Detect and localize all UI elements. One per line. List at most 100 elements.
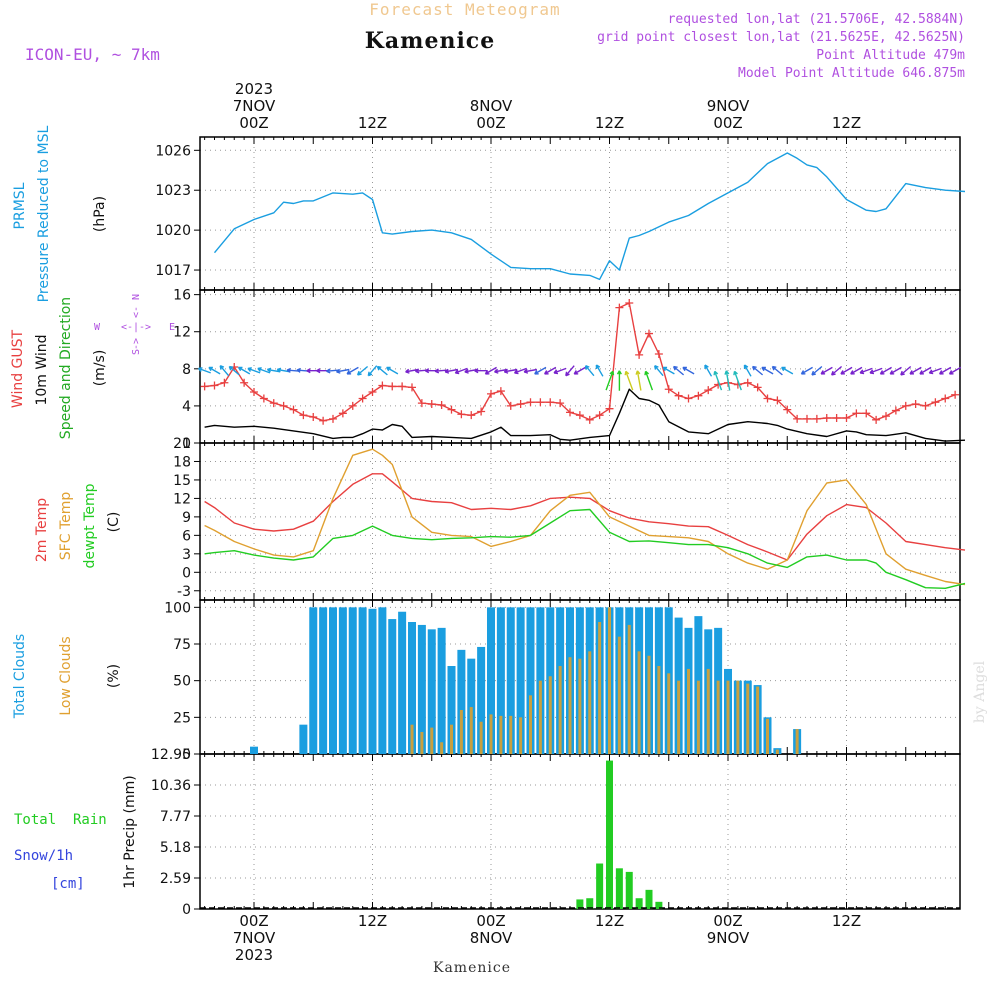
wind-arrow xyxy=(257,367,271,374)
ytick-label: 8 xyxy=(182,362,191,378)
gust-marker xyxy=(368,388,377,396)
wind-arrow xyxy=(494,368,508,374)
wind-arrow xyxy=(219,365,230,377)
total-cloud-bar xyxy=(348,607,357,754)
low-cloud-bar xyxy=(706,668,710,754)
total-cloud-bar xyxy=(398,611,407,754)
gust-marker xyxy=(645,329,653,338)
low-cloud-bar xyxy=(677,680,681,754)
gust-marker xyxy=(269,399,278,408)
gust-marker xyxy=(635,350,644,359)
low-cloud-bar xyxy=(627,624,631,754)
time-label-bottom: 2023 xyxy=(235,946,273,964)
time-label-top: 7NOV xyxy=(233,97,276,115)
gust-marker xyxy=(625,298,634,307)
low-cloud-bar xyxy=(410,724,414,754)
wind-arrow xyxy=(840,366,853,375)
gust-marker xyxy=(467,411,476,420)
rain-bar xyxy=(655,901,663,909)
ytick-label: 16 xyxy=(173,288,191,304)
gust-marker xyxy=(664,385,673,394)
wind-arrow xyxy=(939,366,952,375)
gust-marker xyxy=(546,398,555,407)
precip-rain-label: Total Rain xyxy=(14,812,107,828)
time-label-top: 9NOV xyxy=(707,97,750,115)
gust-marker xyxy=(388,382,397,391)
ytick-label: 12 xyxy=(173,325,191,341)
wind-arrow xyxy=(919,366,932,375)
wind-arrow xyxy=(247,367,261,374)
gust-marker xyxy=(526,398,535,407)
wind-arrow xyxy=(237,366,251,375)
time-label-top: 8NOV xyxy=(470,97,513,115)
total-cloud-bar xyxy=(477,646,486,754)
low-cloud-bar xyxy=(519,717,523,754)
temp-2m-label: 2m Temp xyxy=(34,498,50,562)
ytick-label: 6 xyxy=(182,528,191,544)
gust-marker xyxy=(891,406,900,415)
gust-marker xyxy=(516,400,525,409)
total-cloud-bar xyxy=(417,624,426,754)
wind-arrow xyxy=(859,367,873,375)
wind-arrow xyxy=(228,365,240,376)
total-cloud-bar xyxy=(309,607,318,754)
ytick-label: 2.59 xyxy=(160,871,191,887)
wind-arrow xyxy=(900,365,912,376)
pressure-unit: (hPa) xyxy=(92,196,108,232)
low-cloud-bar xyxy=(558,666,562,754)
low-cloud-bar xyxy=(469,707,473,754)
gust-marker xyxy=(842,413,851,422)
gust-marker xyxy=(477,407,486,416)
gust-marker xyxy=(398,382,407,391)
low-cloud-bar xyxy=(420,732,424,754)
wind-arrow xyxy=(948,366,962,375)
temp-2m-line xyxy=(204,473,966,561)
gust-marker xyxy=(259,394,268,403)
low-cloud-bar xyxy=(637,651,641,754)
total-cloud-bar xyxy=(329,607,337,754)
wind-arrow xyxy=(672,365,685,376)
wind-arrow xyxy=(743,364,752,377)
total-cloud-bar xyxy=(408,622,416,754)
ytick-label: 1020 xyxy=(155,223,191,239)
rain-bar xyxy=(606,760,613,909)
pressure-line xyxy=(213,152,966,281)
temp-sfc-label: SFC Temp xyxy=(58,492,74,561)
ytick-label: 12 xyxy=(173,491,191,507)
wind-arrow xyxy=(346,366,359,375)
time-label-bottom: 7NOV xyxy=(233,929,276,947)
gust-marker xyxy=(773,396,782,405)
wind-arrow xyxy=(336,368,350,374)
low-cloud-bar xyxy=(647,655,651,754)
gust-line xyxy=(204,302,956,422)
total-cloud-bar xyxy=(526,607,535,754)
gust-marker xyxy=(447,405,456,414)
ytick-label: -3 xyxy=(177,584,191,600)
wind-arrow xyxy=(454,367,468,375)
wind-arrow xyxy=(635,370,642,391)
rain-bar xyxy=(635,898,643,909)
low-cloud-bar xyxy=(667,673,671,754)
gust-marker xyxy=(615,303,624,312)
wind-arrow xyxy=(503,368,518,374)
gust-marker xyxy=(684,394,693,403)
gust-marker xyxy=(941,394,950,403)
gust-marker xyxy=(882,412,890,421)
wind-arrow xyxy=(781,366,794,375)
gust-marker xyxy=(901,401,910,410)
panel-frame-precip xyxy=(199,753,961,910)
wind-arrow xyxy=(800,366,813,375)
wind-arrow xyxy=(544,366,557,375)
wind-arrow xyxy=(595,364,604,377)
gust-marker xyxy=(200,382,209,391)
low-cloud-bar xyxy=(716,680,720,754)
low-cloud-bar xyxy=(687,668,690,754)
wind-10m-label: 10m Wind xyxy=(34,334,50,405)
time-label-bottom: 8NOV xyxy=(470,929,513,947)
time-label-bottom: 00Z xyxy=(239,912,268,930)
wind-arrow xyxy=(534,366,547,375)
low-cloud-bar xyxy=(489,714,493,754)
wind-arrow xyxy=(928,367,942,375)
total-cloud-bar xyxy=(536,607,545,754)
